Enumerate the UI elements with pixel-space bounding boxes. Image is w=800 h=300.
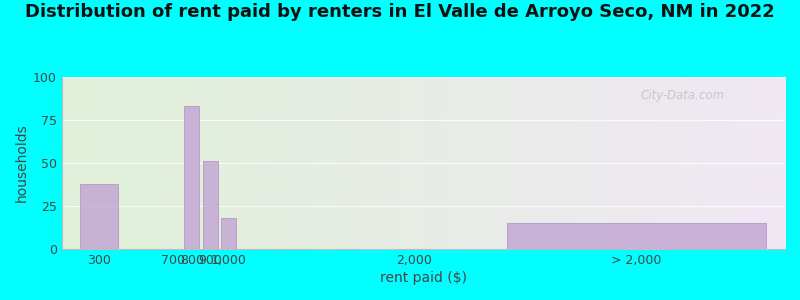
Bar (507, 223, 766, 249)
Bar (184, 106, 199, 249)
Text: Distribution of rent paid by renters in El Valle de Arroyo Seco, NM in 2022: Distribution of rent paid by renters in … (25, 3, 775, 21)
Bar (203, 161, 218, 249)
Bar (81, 184, 118, 249)
Text: City-Data.com: City-Data.com (640, 89, 725, 102)
Bar (222, 218, 236, 249)
X-axis label: rent paid ($): rent paid ($) (380, 271, 467, 285)
Y-axis label: households: households (15, 124, 29, 202)
